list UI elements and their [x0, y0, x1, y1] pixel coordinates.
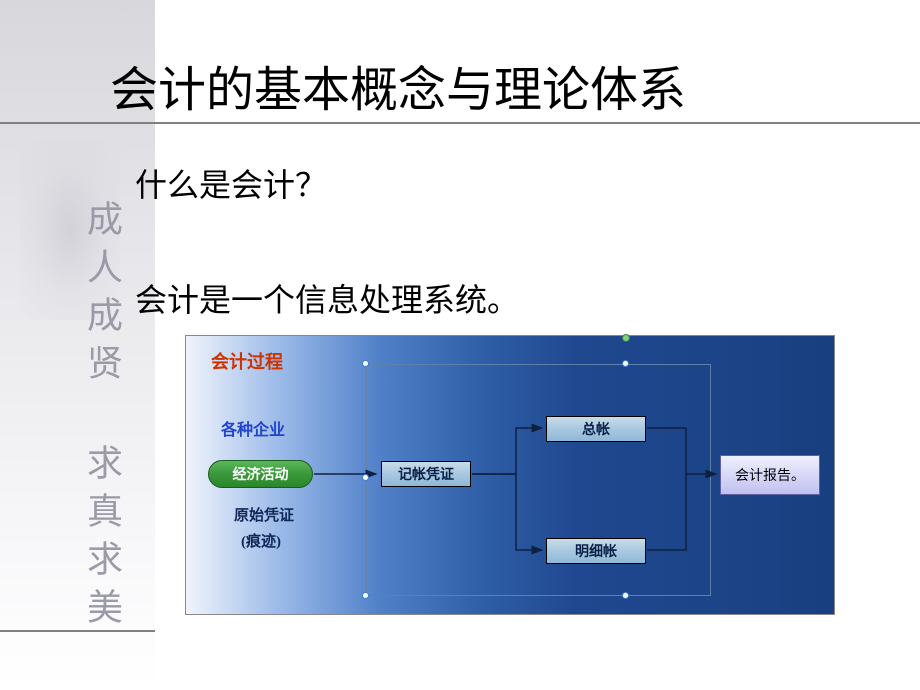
slide-description: 会计是一个信息处理系统。: [135, 275, 519, 321]
rotate-handle[interactable]: [622, 334, 630, 342]
label-companies: 各种企业: [221, 416, 285, 440]
slide-main: 会计的基本概念与理论体系 什么是会计？ 会计是一个信息处理系统。 会计过程 各种…: [0, 0, 920, 690]
node-accounting-report[interactable]: 会计报告。: [720, 455, 820, 495]
slide-subtitle: 什么是会计？: [135, 160, 327, 206]
node-voucher[interactable]: 记帐凭证: [381, 461, 471, 487]
diagram-title: 会计过程: [211, 348, 283, 374]
title-underline: [0, 122, 920, 124]
node-general-ledger[interactable]: 总帐: [546, 416, 646, 442]
node-economic-activity[interactable]: 经济活动: [208, 460, 313, 488]
slide-title: 会计的基本概念与理论体系: [110, 50, 686, 120]
bottom-divider: [0, 630, 155, 632]
node-detail-ledger[interactable]: 明细帐: [546, 538, 646, 564]
selection-handle-bm[interactable]: [622, 592, 629, 599]
label-original-voucher: 原始凭证: [234, 504, 294, 525]
selection-handle-bl[interactable]: [362, 592, 369, 599]
selection-handle-ml[interactable]: [362, 474, 369, 481]
selection-handle-tl[interactable]: [362, 360, 369, 367]
label-trace: (痕迹): [241, 530, 281, 551]
selection-handle-tm[interactable]: [622, 360, 629, 367]
